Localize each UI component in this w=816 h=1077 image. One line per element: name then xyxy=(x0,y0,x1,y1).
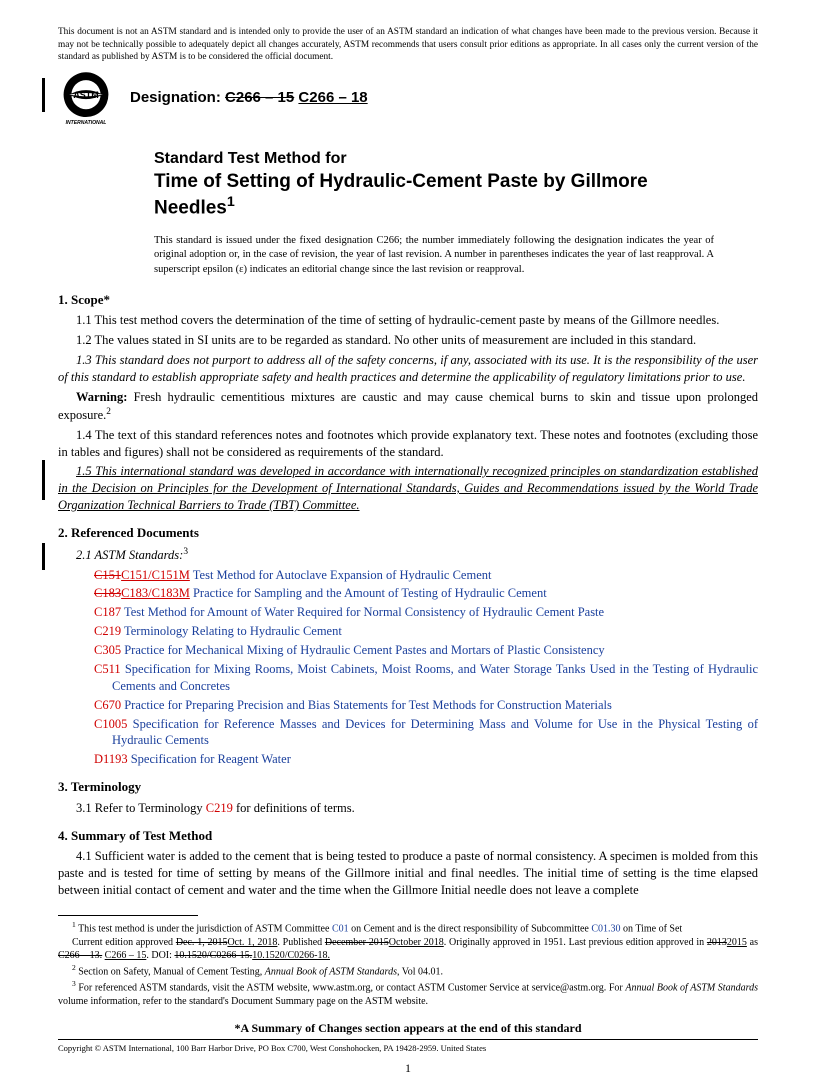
ref-title[interactable]: Test Method for Autoclave Expansion of H… xyxy=(193,568,492,582)
ref-code-c219[interactable]: C219 xyxy=(206,801,233,815)
header-row: ASTM INTERNATIONAL Designation: C266 – 1… xyxy=(58,70,758,126)
footnote-separator xyxy=(58,915,198,916)
title-block: Standard Test Method for Time of Setting… xyxy=(154,148,714,221)
section-2-head: 2. Referenced Documents xyxy=(58,524,758,542)
ref-title[interactable]: Specification for Reference Masses and D… xyxy=(112,717,758,748)
ref-title[interactable]: Practice for Preparing Precision and Bia… xyxy=(124,698,612,712)
ref-title[interactable]: Specification for Mixing Rooms, Moist Ca… xyxy=(112,662,758,693)
ref-code-old: C183 xyxy=(94,586,121,600)
copyright-text: Copyright © ASTM International, 100 Barr… xyxy=(58,1043,758,1054)
ref-code[interactable]: C187 xyxy=(94,605,121,619)
ref-title[interactable]: Practice for Mechanical Mixing of Hydrau… xyxy=(124,643,604,657)
footnote-1-edition: Current edition approved Dec. 1, 2015Oct… xyxy=(58,936,758,962)
designation-new: C266 – 18 xyxy=(298,89,367,106)
change-bar xyxy=(42,543,45,570)
para-1-3-warning: Warning: Fresh hydraulic cementitious mi… xyxy=(58,389,758,424)
ref-item: C670 Practice for Preparing Precision an… xyxy=(94,697,758,714)
referenced-list: C151C151/C151M Test Method for Autoclave… xyxy=(76,567,758,769)
designation-label: Designation: xyxy=(130,89,225,106)
ref-code[interactable]: C1005 xyxy=(94,717,127,731)
ref-item: C151C151/C151M Test Method for Autoclave… xyxy=(94,567,758,584)
ref-item: C183C183/C183M Practice for Sampling and… xyxy=(94,585,758,602)
para-2-1: 2.1 ASTM Standards:3 xyxy=(58,546,758,564)
ref-code[interactable]: C219 xyxy=(94,624,121,638)
ref-code[interactable]: C670 xyxy=(94,698,121,712)
link-c01[interactable]: C01 xyxy=(332,923,349,934)
para-1-4: 1.4 The text of this standard references… xyxy=(58,427,758,461)
section-4-head: 4. Summary of Test Method xyxy=(58,827,758,845)
para-1-1: 1.1 This test method covers the determin… xyxy=(58,312,758,329)
ref-item: C1005 Specification for Reference Masses… xyxy=(94,716,758,750)
ref-code[interactable]: D1193 xyxy=(94,752,128,766)
para-1-5: 1.5 This international standard was deve… xyxy=(58,463,758,514)
change-bar xyxy=(42,460,45,500)
para-4-1: 4.1 Sufficient water is added to the cem… xyxy=(58,848,758,899)
disclaimer-text: This document is not an ASTM standard an… xyxy=(58,26,758,64)
ref-title[interactable]: Practice for Sampling and the Amount of … xyxy=(193,586,547,600)
section-3-head: 3. Terminology xyxy=(58,778,758,796)
ref-title[interactable]: Test Method for Amount of Water Required… xyxy=(124,605,604,619)
warning-label: Warning: xyxy=(76,390,127,404)
svg-text:ASTM: ASTM xyxy=(73,90,98,100)
title-main: Time of Setting of Hydraulic-Cement Past… xyxy=(154,171,714,220)
issuance-note: This standard is issued under the fixed … xyxy=(154,234,714,277)
para-1-2: 1.2 The values stated in SI units are to… xyxy=(58,332,758,349)
para-1-3: 1.3 This standard does not purport to ad… xyxy=(58,352,758,386)
ref-item: D1193 Specification for Reagent Water xyxy=(94,751,758,768)
warning-text: Fresh hydraulic cementitious mixtures ar… xyxy=(58,390,758,422)
footnote-2: 2 Section on Safety, Manual of Cement Te… xyxy=(58,963,758,978)
ref-code[interactable]: C305 xyxy=(94,643,121,657)
astm-logo: ASTM INTERNATIONAL xyxy=(58,70,114,126)
ref-title[interactable]: Specification for Reagent Water xyxy=(131,752,291,766)
page-number: 1 xyxy=(58,1060,758,1076)
para-3-1: 3.1 Refer to Terminology C219 for defini… xyxy=(58,800,758,817)
designation-old: C266 – 15 xyxy=(225,89,294,106)
footnote-1: 1 This test method is under the jurisdic… xyxy=(58,920,758,935)
ref-item: C305 Practice for Mechanical Mixing of H… xyxy=(94,642,758,659)
ref-item: C511 Specification for Mixing Rooms, Moi… xyxy=(94,661,758,695)
footnote-3: 3 For referenced ASTM standards, visit t… xyxy=(58,979,758,1007)
section-1-head: 1. Scope* xyxy=(58,291,758,309)
ref-code[interactable]: C151/C151M xyxy=(121,568,190,582)
ref-code[interactable]: C183/C183M xyxy=(121,586,190,600)
change-bar xyxy=(42,78,45,112)
ref-title[interactable]: Terminology Relating to Hydraulic Cement xyxy=(124,624,342,638)
ref-item: C219 Terminology Relating to Hydraulic C… xyxy=(94,623,758,640)
ref-code[interactable]: C511 xyxy=(94,662,121,676)
summary-of-changes-note: *A Summary of Changes section appears at… xyxy=(58,1020,758,1036)
title-prefix: Standard Test Method for xyxy=(154,148,714,170)
designation-line: Designation: C266 – 15 C266 – 18 xyxy=(130,88,368,108)
copyright-separator xyxy=(58,1039,758,1040)
ref-code-old: C151 xyxy=(94,568,121,582)
link-c0130[interactable]: C01.30 xyxy=(591,923,620,934)
svg-text:INTERNATIONAL: INTERNATIONAL xyxy=(66,119,107,125)
ref-item: C187 Test Method for Amount of Water Req… xyxy=(94,604,758,621)
